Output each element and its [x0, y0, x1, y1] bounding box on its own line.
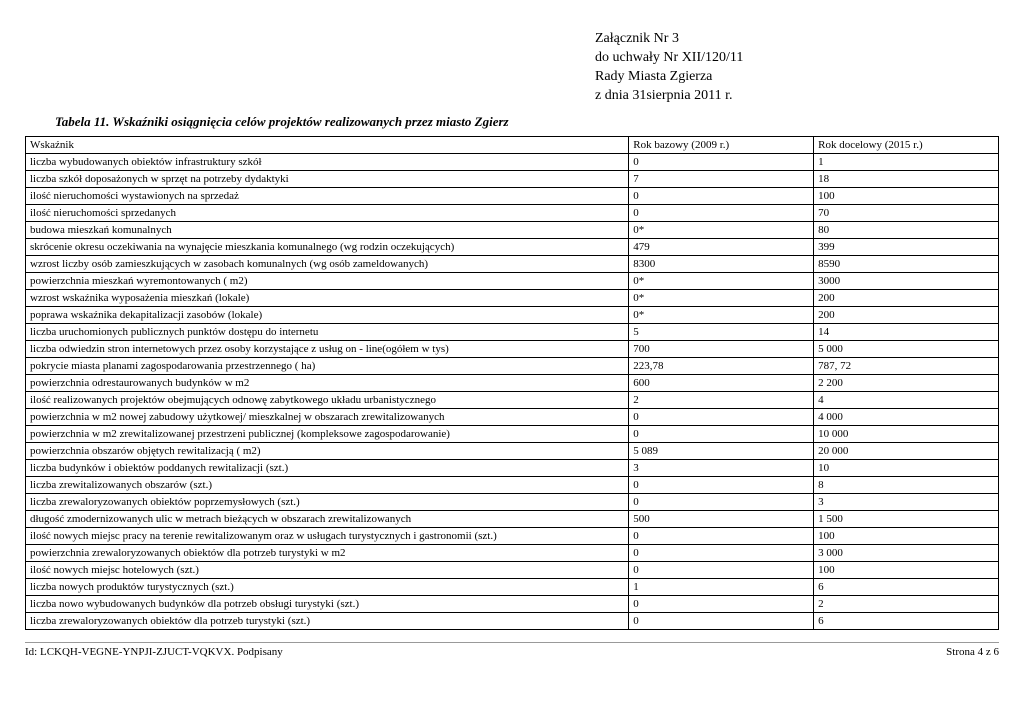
base-year-value: 600 [629, 374, 814, 391]
base-year-value: 700 [629, 340, 814, 357]
base-year-value: 0 [629, 187, 814, 204]
base-year-value: 0 [629, 595, 814, 612]
base-year-value: 0 [629, 476, 814, 493]
target-year-value: 100 [814, 187, 999, 204]
base-year-value: 0 [629, 544, 814, 561]
indicator-name: powierzchnia obszarów objętych rewitaliz… [26, 442, 629, 459]
target-year-value: 787, 72 [814, 357, 999, 374]
base-year-value: 0* [629, 272, 814, 289]
target-year-value: 100 [814, 561, 999, 578]
base-year-value: 1 [629, 578, 814, 595]
base-year-value: 0* [629, 221, 814, 238]
indicator-name: powierzchnia mieszkań wyremontowanych ( … [26, 272, 629, 289]
indicator-name: liczba zrewitalizowanych obszarów (szt.) [26, 476, 629, 493]
base-year-value: 223,78 [629, 357, 814, 374]
footer-page: Strona 4 z 6 [946, 646, 999, 658]
indicator-name: liczba budynków i obiektów poddanych rew… [26, 459, 629, 476]
base-year-value: 0 [629, 425, 814, 442]
indicator-name: powierzchnia w m2 zrewitalizowanej przes… [26, 425, 629, 442]
target-year-value: 3 000 [814, 544, 999, 561]
base-year-value: 0 [629, 204, 814, 221]
header-line: do uchwały Nr XII/120/11 [595, 49, 999, 68]
indicator-name: wzrost liczby osób zamieszkujących w zas… [26, 255, 629, 272]
indicators-table: WskaźnikRok bazowy (2009 r.)Rok docelowy… [25, 136, 999, 630]
target-year-value: 18 [814, 170, 999, 187]
base-year-value: 0* [629, 306, 814, 323]
target-year-value: 399 [814, 238, 999, 255]
base-year-value: 0* [629, 289, 814, 306]
column-header: Rok bazowy (2009 r.) [629, 136, 814, 153]
page-footer: Id: LCKQH-VEGNE-YNPJI-ZJUCT-VQKVX. Podpi… [25, 642, 999, 658]
target-year-value: 8 [814, 476, 999, 493]
indicator-name: poprawa wskaźnika dekapitalizacji zasobó… [26, 306, 629, 323]
base-year-value: 7 [629, 170, 814, 187]
indicator-name: liczba szkół doposażonych w sprzęt na po… [26, 170, 629, 187]
header-line: Załącznik Nr 3 [595, 30, 999, 49]
base-year-value: 0 [629, 153, 814, 170]
indicator-name: pokrycie miasta planami zagospodarowania… [26, 357, 629, 374]
indicator-name: liczba nowych produktów turystycznych (s… [26, 578, 629, 595]
target-year-value: 6 [814, 578, 999, 595]
indicator-name: długość zmodernizowanych ulic w metrach … [26, 510, 629, 527]
indicator-name: liczba zrewaloryzowanych obiektów poprze… [26, 493, 629, 510]
base-year-value: 0 [629, 561, 814, 578]
target-year-value: 100 [814, 527, 999, 544]
indicator-name: ilość nieruchomości wystawionych na sprz… [26, 187, 629, 204]
indicator-name: skrócenie okresu oczekiwania na wynajęci… [26, 238, 629, 255]
base-year-value: 5 089 [629, 442, 814, 459]
base-year-value: 8300 [629, 255, 814, 272]
target-year-value: 8590 [814, 255, 999, 272]
indicator-name: ilość realizowanych projektów obejmujący… [26, 391, 629, 408]
column-header: Rok docelowy (2015 r.) [814, 136, 999, 153]
target-year-value: 3 [814, 493, 999, 510]
indicator-name: ilość nieruchomości sprzedanych [26, 204, 629, 221]
base-year-value: 2 [629, 391, 814, 408]
header-line: z dnia 31sierpnia 2011 r. [595, 87, 999, 106]
target-year-value: 200 [814, 306, 999, 323]
base-year-value: 500 [629, 510, 814, 527]
indicator-name: liczba zrewaloryzowanych obiektów dla po… [26, 612, 629, 629]
target-year-value: 2 200 [814, 374, 999, 391]
base-year-value: 3 [629, 459, 814, 476]
header-line: Rady Miasta Zgierza [595, 68, 999, 87]
base-year-value: 0 [629, 527, 814, 544]
indicator-name: powierzchnia w m2 nowej zabudowy użytkow… [26, 408, 629, 425]
indicator-name: wzrost wskaźnika wyposażenia mieszkań (l… [26, 289, 629, 306]
target-year-value: 20 000 [814, 442, 999, 459]
target-year-value: 200 [814, 289, 999, 306]
base-year-value: 0 [629, 612, 814, 629]
base-year-value: 0 [629, 493, 814, 510]
indicator-name: liczba nowo wybudowanych budynków dla po… [26, 595, 629, 612]
target-year-value: 80 [814, 221, 999, 238]
footer-id: Id: LCKQH-VEGNE-YNPJI-ZJUCT-VQKVX. Podpi… [25, 646, 283, 658]
target-year-value: 5 000 [814, 340, 999, 357]
target-year-value: 10 000 [814, 425, 999, 442]
indicator-name: liczba wybudowanych obiektów infrastrukt… [26, 153, 629, 170]
column-header: Wskaźnik [26, 136, 629, 153]
indicator-name: powierzchnia zrewaloryzowanych obiektów … [26, 544, 629, 561]
base-year-value: 0 [629, 408, 814, 425]
indicator-name: powierzchnia odrestaurowanych budynków w… [26, 374, 629, 391]
target-year-value: 1 500 [814, 510, 999, 527]
target-year-value: 70 [814, 204, 999, 221]
target-year-value: 10 [814, 459, 999, 476]
attachment-header: Załącznik Nr 3 do uchwały Nr XII/120/11 … [595, 30, 999, 106]
target-year-value: 6 [814, 612, 999, 629]
table-caption: Tabela 11. Wskaźniki osiągnięcia celów p… [55, 114, 999, 130]
target-year-value: 14 [814, 323, 999, 340]
indicator-name: ilość nowych miejsc pracy na terenie rew… [26, 527, 629, 544]
base-year-value: 479 [629, 238, 814, 255]
target-year-value: 1 [814, 153, 999, 170]
indicator-name: liczba odwiedzin stron internetowych prz… [26, 340, 629, 357]
indicator-name: budowa mieszkań komunalnych [26, 221, 629, 238]
target-year-value: 2 [814, 595, 999, 612]
indicator-name: ilość nowych miejsc hotelowych (szt.) [26, 561, 629, 578]
indicator-name: liczba uruchomionych publicznych punktów… [26, 323, 629, 340]
target-year-value: 4 000 [814, 408, 999, 425]
base-year-value: 5 [629, 323, 814, 340]
target-year-value: 4 [814, 391, 999, 408]
target-year-value: 3000 [814, 272, 999, 289]
